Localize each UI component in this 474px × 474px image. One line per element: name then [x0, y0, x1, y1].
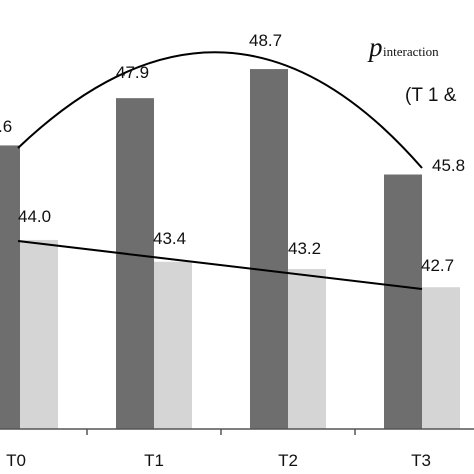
- bar-t3-series-2: [422, 287, 460, 429]
- data-label-light-t0: 44.0: [18, 207, 51, 226]
- data-label-dark-t3: 45.8: [432, 156, 465, 175]
- bar-t0-series-1: [0, 145, 20, 430]
- data-label-dark-t1: 47.9: [116, 63, 149, 82]
- trend-line-light-series: [17, 240, 423, 290]
- x-tick-label-t1: T1: [144, 451, 164, 470]
- bar-t3-series-1: [384, 174, 422, 429]
- p-interaction-subscript: interaction: [383, 44, 439, 59]
- p-interaction-note: (T 1 &: [405, 85, 457, 106]
- bar-t0-series-2: [20, 239, 58, 429]
- bar-t1-series-2: [154, 261, 192, 429]
- data-label-dark-t2: 48.7: [249, 31, 282, 50]
- bar-t1-series-1: [116, 98, 154, 430]
- data-label-light-t3: 42.7: [421, 256, 454, 275]
- trend-curve-dark-series: [17, 51, 423, 169]
- x-tick-label-t2: T2: [278, 451, 298, 470]
- data-label-dark-t0: .6: [0, 117, 12, 136]
- x-tick-label-t0: T0: [6, 451, 26, 470]
- bar-t2-series-2: [288, 269, 326, 429]
- bar-t2-series-1: [250, 69, 288, 430]
- x-axis: T0 T1 T2 T3: [0, 428, 474, 470]
- data-label-light-t2: 43.2: [288, 239, 321, 258]
- p-interaction-symbol: p: [367, 32, 383, 62]
- data-labels-layer: .6 47.9 48.7 45.8 44.0 43.4 43.2 42.7: [0, 31, 465, 275]
- data-label-light-t1: 43.4: [153, 229, 186, 248]
- bars-layer: [0, 69, 460, 430]
- x-tick-label-t3: T3: [411, 451, 431, 470]
